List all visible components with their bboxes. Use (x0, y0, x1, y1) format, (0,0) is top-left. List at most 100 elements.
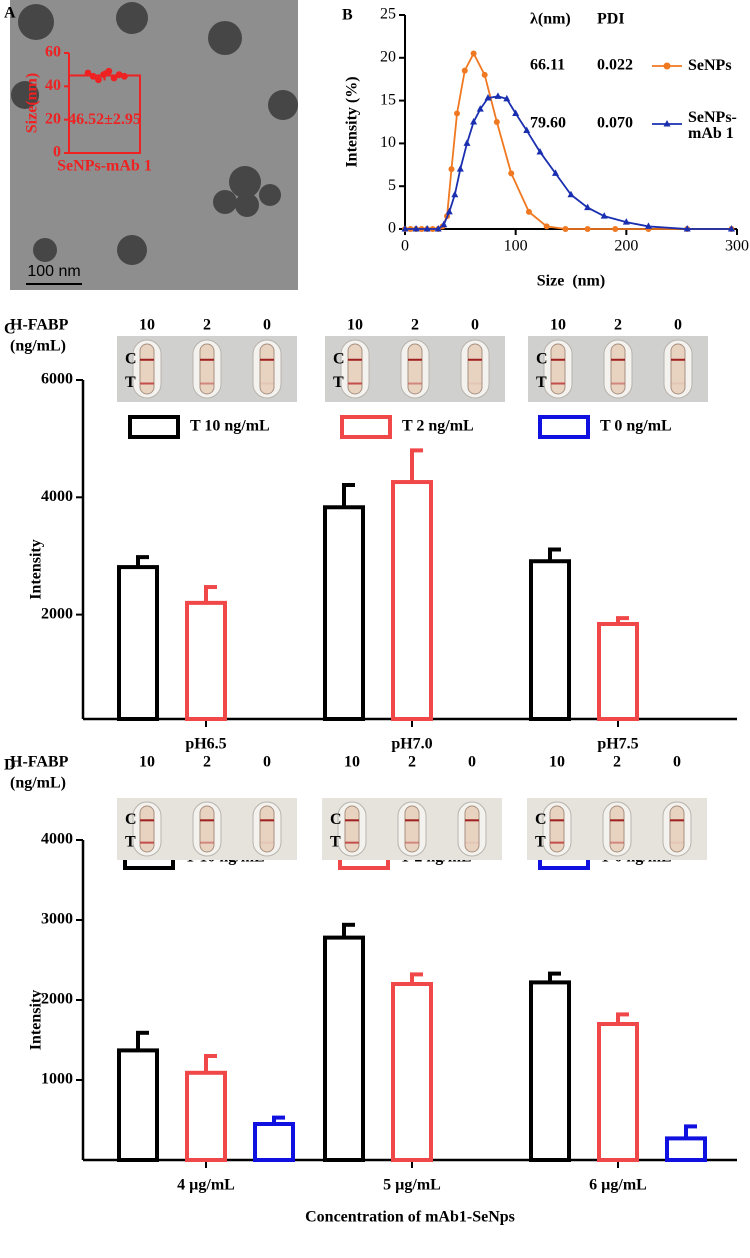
marker (461, 67, 468, 74)
x-tick-label: 4 µg/mL (177, 1177, 235, 1194)
bar (391, 982, 433, 1162)
strip (259, 343, 275, 395)
strip (199, 805, 215, 853)
strip-concentration: 2 (408, 754, 416, 771)
point (121, 72, 128, 80)
y-tick-label: 20 (45, 110, 61, 127)
panel-letter: A (4, 5, 16, 22)
point (110, 74, 118, 82)
strip-concentration: 0 (468, 754, 476, 771)
series-line (405, 51, 732, 230)
marker (523, 126, 531, 134)
marker (494, 92, 502, 99)
marker (470, 50, 477, 57)
legend-label: SeNPs-mAb 1 (688, 109, 737, 142)
control-letter: C (125, 811, 137, 828)
strip (550, 343, 566, 395)
marker (493, 119, 500, 125)
table-cell: 66.11 (530, 57, 565, 74)
strip-concentration: 10 (139, 754, 155, 771)
point (84, 69, 92, 77)
marker (508, 170, 515, 177)
test-letter: T (536, 374, 547, 391)
x-tick-label: 5 µg/mL (383, 1177, 441, 1194)
table-cell: 79.60 (530, 115, 566, 132)
particles (11, 2, 298, 265)
strip-unit: (ng/mL) (10, 338, 66, 355)
x-tick-label: 100 (504, 238, 528, 255)
control-letter: C (125, 350, 137, 367)
y-tick-label: 0 (53, 144, 61, 161)
y-axis-title: Intensity (28, 990, 45, 1050)
marker (612, 226, 619, 232)
legend-label: T 10 ng/mL (190, 418, 270, 435)
x-axis-title: Concentration of mAb1-SeNps (305, 1209, 515, 1226)
bar (323, 935, 365, 1162)
marker (423, 225, 431, 232)
marker (476, 105, 484, 112)
strip (464, 805, 480, 853)
strip-concentration: 10 (550, 317, 566, 334)
point (89, 72, 97, 80)
y-tick-label: 5 (388, 177, 396, 194)
marker (567, 190, 575, 198)
bar (597, 1022, 639, 1162)
x-tick-label: 6 µg/mL (589, 1177, 647, 1194)
strip (344, 805, 360, 853)
marker (451, 190, 459, 198)
strip-concentration: 10 (549, 754, 565, 771)
x-tick-label: 200 (614, 238, 638, 255)
strip (610, 343, 626, 395)
legend-label: T 0 ng/mL (600, 418, 672, 435)
bar (117, 565, 159, 721)
strip-title: H-FABP (10, 317, 69, 334)
marker (525, 208, 532, 215)
marker (562, 226, 569, 232)
strip (467, 343, 483, 395)
y-tick-label: 60 (45, 44, 61, 61)
marker (440, 220, 448, 228)
tem-image (10, 0, 298, 290)
legend-swatch (538, 415, 590, 439)
table-header: PDI (597, 11, 625, 28)
strip-concentration: 0 (471, 317, 479, 334)
legend-marker (663, 120, 671, 127)
panel-letter: B (342, 7, 353, 24)
strip-concentration: 10 (344, 754, 360, 771)
x-tick-label: SeNPs-mAb 1 (57, 158, 152, 175)
bar (323, 505, 365, 722)
test-letter: T (333, 374, 344, 391)
y-tick-label: 25 (380, 6, 396, 23)
y-tick-label: 40 (45, 77, 61, 94)
marker (584, 203, 592, 211)
test-letter: T (535, 833, 546, 850)
bar (253, 1122, 295, 1162)
marker (481, 71, 488, 78)
marker (727, 225, 735, 232)
y-tick-label: 4000 (41, 831, 73, 848)
strip-concentration: 2 (203, 317, 211, 334)
marker (448, 166, 455, 173)
x-tick-label: 0 (401, 238, 409, 255)
strip (609, 805, 625, 853)
control-letter: C (330, 811, 342, 828)
marker (512, 109, 520, 116)
y-tick-label: 3000 (41, 911, 73, 928)
strip (347, 343, 363, 395)
marker (644, 222, 652, 229)
point (95, 76, 102, 84)
strip-title: H-FABP (10, 754, 69, 771)
panel-letter: C (4, 321, 16, 338)
table-header: λ(nm) (530, 11, 571, 28)
strip (670, 343, 686, 395)
marker (622, 218, 630, 225)
table-cell: 0.022 (597, 57, 633, 74)
y-tick-label: 0 (388, 220, 396, 237)
y-tick-label: 15 (380, 91, 396, 108)
legend-label: SeNPs (688, 57, 732, 74)
bar (185, 600, 227, 721)
bar (665, 1136, 707, 1163)
x-tick-label: pH6.5 (185, 736, 226, 753)
y-tick-label: 20 (380, 48, 396, 65)
